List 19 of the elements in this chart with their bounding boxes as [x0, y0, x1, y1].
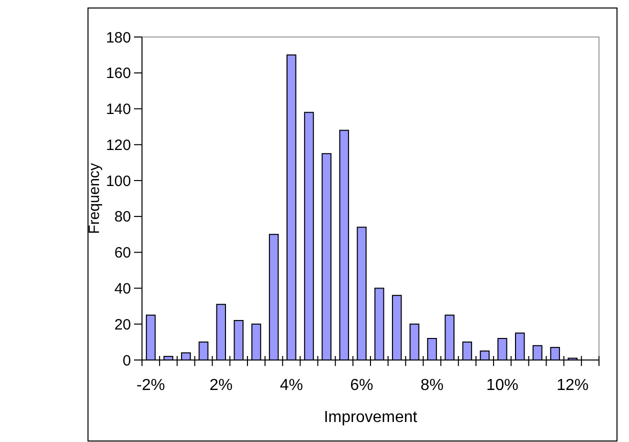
y-tick-label: 0 — [122, 352, 131, 370]
x-tick-label: 12% — [556, 377, 589, 394]
x-tick-label: 8% — [420, 377, 444, 394]
y-tick-label: 100 — [106, 172, 131, 190]
y-tick-label: 120 — [106, 136, 131, 154]
x-tick-label: 10% — [486, 377, 518, 394]
x-tick-label: 6% — [350, 377, 374, 394]
y-axis-title: Frequency — [86, 162, 103, 234]
y-tick-label: 180 — [106, 29, 131, 46]
x-tick-label: 2% — [210, 377, 233, 394]
y-tick-label: 60 — [114, 244, 131, 262]
x-axis-title: Improvement — [324, 409, 418, 426]
y-tick-label: 20 — [114, 316, 131, 334]
x-tick-label: -2% — [136, 377, 166, 394]
y-tick-label: 160 — [106, 65, 131, 82]
y-tick-label: 40 — [114, 280, 131, 298]
y-tick-label: 140 — [106, 101, 131, 118]
y-tick-label: 80 — [114, 208, 131, 226]
x-tick-label: 4% — [280, 377, 303, 394]
